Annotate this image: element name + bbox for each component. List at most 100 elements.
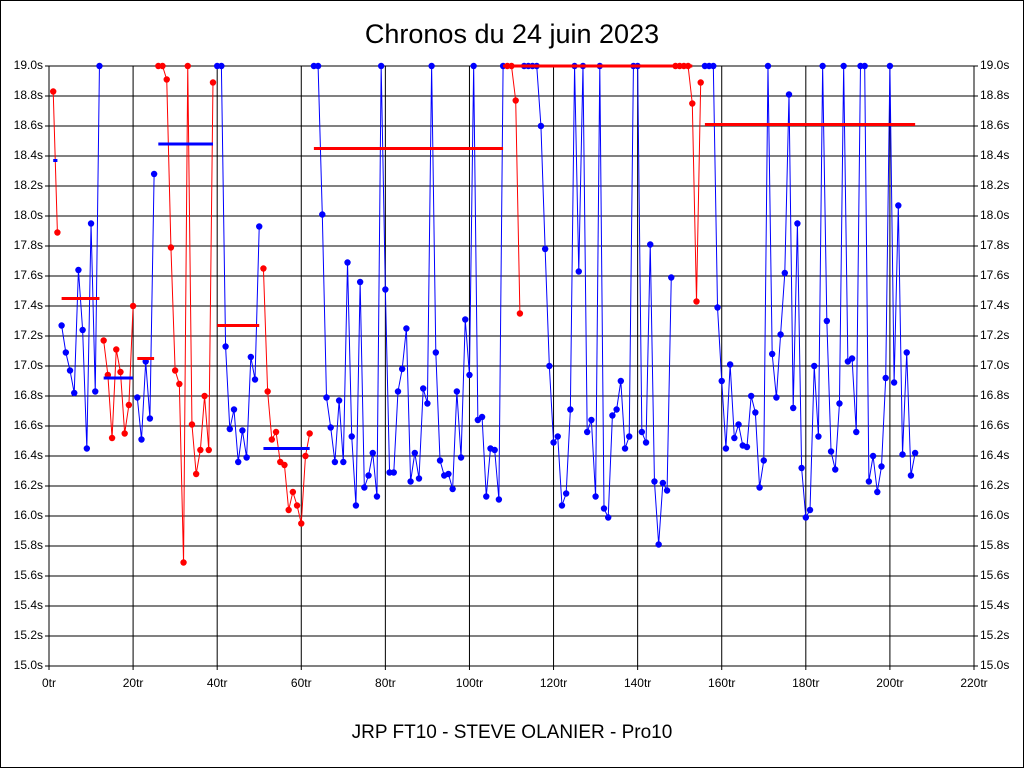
lap-point [600, 505, 608, 512]
lap-point [150, 170, 158, 178]
y-tick-label: 17.0s [14, 358, 43, 372]
x-tick-label: 40tr [207, 676, 228, 690]
lap-line [313, 65, 504, 506]
y-tick-label: 18.8s [14, 88, 43, 102]
lap-point [226, 425, 233, 433]
lap-point [655, 541, 662, 548]
lap-point [663, 487, 671, 494]
y-tick-label: 16.0s [14, 508, 43, 522]
lap-point [117, 368, 124, 376]
y2-tick-label: 16.0s [980, 508, 1009, 522]
lap-point [83, 445, 91, 452]
lap-point [96, 62, 103, 70]
lap-point [798, 464, 805, 472]
lap-point [239, 427, 246, 434]
x-tick-label: 220tr [960, 676, 987, 690]
y2-tick-label: 19.0s [980, 58, 1009, 72]
x-tick-label: 20tr [123, 676, 144, 690]
lap-point [592, 493, 599, 500]
lap-point [428, 62, 435, 70]
lap-point [777, 331, 784, 338]
lap-point [314, 62, 322, 70]
y2-tick-label: 15.2s [980, 628, 1009, 642]
y2-tick-label: 18.8s [980, 88, 1009, 102]
lap-point [689, 100, 696, 107]
lap-point [403, 325, 410, 332]
y-tick-label: 17.6s [14, 268, 43, 282]
lap-point [651, 478, 658, 485]
y-tick-label: 17.4s [14, 298, 43, 312]
lap-point [432, 349, 440, 356]
lap-point [348, 433, 355, 440]
lap-point [516, 310, 524, 317]
lap-point [865, 478, 873, 485]
y2-tick-label: 17.4s [980, 298, 1009, 312]
lap-point [352, 502, 360, 509]
lap-line [158, 65, 214, 563]
lap-point [184, 62, 191, 70]
lap-point [138, 436, 145, 443]
lap-point [50, 88, 57, 95]
y-tick-label: 15.4s [14, 598, 43, 612]
lap-point [659, 479, 667, 487]
y-tick-label: 16.8s [14, 388, 43, 402]
x-tick-label: 160tr [708, 676, 735, 690]
lap-point [66, 367, 74, 374]
lap-point [836, 400, 843, 407]
lap-point [436, 457, 444, 464]
lap-point [567, 406, 574, 413]
x-tick-label: 140tr [624, 676, 651, 690]
lap-point [693, 298, 700, 305]
lap-point [495, 496, 503, 503]
lap-point [192, 470, 200, 478]
x-tick-label: 180tr [792, 676, 819, 690]
x-tick-label: 0tr [42, 676, 56, 690]
lap-point [512, 97, 519, 104]
lap-point [768, 350, 776, 358]
lap-point [272, 428, 280, 436]
lap-point [764, 62, 772, 70]
lap-point [323, 394, 330, 401]
lap-point [302, 452, 309, 460]
lap-point [176, 380, 183, 388]
lap-point [840, 62, 847, 70]
y2-tick-label: 16.2s [980, 478, 1009, 492]
lap-point [306, 430, 313, 437]
y2-tick-label: 15.4s [980, 598, 1009, 612]
x-tick-label: 120tr [540, 676, 567, 690]
lap-point [811, 362, 818, 370]
lap-point [222, 343, 229, 350]
lap-point [466, 371, 473, 379]
x-tick-label: 100tr [456, 676, 483, 690]
y-tick-label: 18.4s [14, 148, 43, 162]
lap-line [262, 268, 311, 524]
lap-point [558, 502, 566, 509]
lap-point [747, 392, 755, 400]
y2-tick-label: 17.8s [980, 238, 1009, 252]
lap-point [907, 472, 915, 479]
lap-point [911, 449, 919, 457]
lap-point [87, 220, 95, 227]
lap-point [113, 346, 120, 353]
lap-point [853, 428, 860, 436]
lap-point [575, 268, 582, 275]
lap-point [546, 362, 553, 370]
y2-tick-label: 17.2s [980, 328, 1009, 342]
lap-point [398, 365, 406, 373]
y2-tick-label: 18.0s [980, 208, 1009, 222]
lap-point [382, 286, 389, 293]
lap-point [54, 229, 61, 236]
lap-point [205, 446, 212, 454]
lap-point [790, 404, 797, 412]
lap-point [642, 439, 650, 446]
lap-point [319, 211, 326, 218]
lap-point [562, 490, 570, 497]
lap-point [726, 361, 734, 368]
lap-point [541, 245, 549, 253]
lap-point [377, 62, 385, 70]
lap-point [58, 322, 65, 329]
lap-point [79, 326, 86, 334]
lap-point [668, 274, 675, 281]
lap-point [331, 458, 339, 466]
